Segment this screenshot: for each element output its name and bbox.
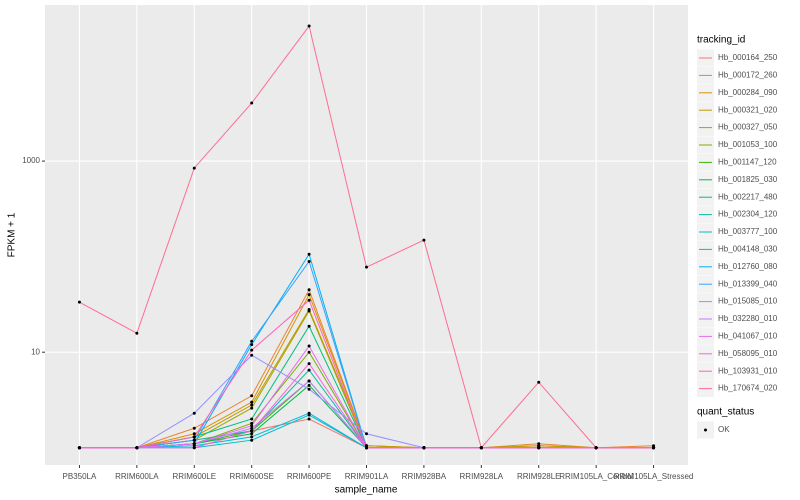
point bbox=[422, 238, 426, 242]
legend-label: Hb_003777_100 bbox=[718, 227, 778, 236]
point bbox=[250, 348, 254, 352]
point bbox=[250, 421, 254, 425]
point bbox=[307, 324, 311, 328]
point bbox=[250, 424, 254, 428]
point bbox=[537, 446, 541, 450]
legend-label: Hb_001053_100 bbox=[718, 140, 778, 149]
point bbox=[307, 411, 311, 415]
point bbox=[192, 432, 196, 436]
point bbox=[307, 24, 311, 28]
point bbox=[307, 309, 311, 313]
legend-label: Hb_032280_010 bbox=[718, 314, 778, 323]
point bbox=[192, 411, 196, 415]
point bbox=[250, 432, 254, 436]
legend-point bbox=[704, 428, 707, 432]
point bbox=[307, 344, 311, 348]
point bbox=[250, 438, 254, 442]
point bbox=[365, 265, 368, 269]
point bbox=[307, 350, 311, 354]
point bbox=[192, 435, 196, 439]
legend-label: OK bbox=[718, 425, 730, 434]
point bbox=[192, 166, 196, 170]
point bbox=[77, 446, 81, 450]
point bbox=[307, 298, 311, 302]
point bbox=[250, 400, 254, 404]
point bbox=[250, 435, 254, 439]
point bbox=[307, 387, 311, 391]
point bbox=[307, 293, 311, 297]
x-tick-label: RRIM600LE bbox=[172, 472, 216, 481]
x-tick-label: RRIM928BA bbox=[402, 472, 447, 481]
point bbox=[537, 380, 541, 384]
x-tick-label: RRIM105LA_Control bbox=[559, 472, 633, 481]
point bbox=[307, 368, 311, 372]
x-tick-label: RRIM600PE bbox=[287, 472, 331, 481]
legend-label: Hb_170674_020 bbox=[718, 384, 778, 393]
point bbox=[135, 446, 139, 450]
legend-label: Hb_015085_010 bbox=[718, 297, 778, 306]
point bbox=[250, 101, 254, 105]
point bbox=[250, 406, 254, 410]
point bbox=[250, 417, 254, 421]
point-legend-title: quant_status bbox=[697, 407, 754, 418]
y-tick-label: 10 bbox=[31, 347, 40, 356]
legend-label: Hb_058095_010 bbox=[718, 349, 778, 358]
point bbox=[307, 379, 311, 383]
legend-title: tracking_id bbox=[697, 35, 745, 46]
point bbox=[307, 288, 311, 292]
point bbox=[307, 252, 311, 256]
legend-label: Hb_000164_250 bbox=[718, 53, 778, 62]
point bbox=[652, 446, 656, 450]
point bbox=[307, 417, 311, 421]
point bbox=[192, 426, 196, 430]
legend-label: Hb_004148_030 bbox=[718, 245, 778, 254]
point bbox=[250, 353, 254, 357]
legend-label: Hb_001825_030 bbox=[718, 175, 778, 184]
x-tick-label: RRIM600SE bbox=[229, 472, 273, 481]
legend-label: Hb_000172_260 bbox=[718, 71, 778, 80]
y-tick-label: 1000 bbox=[22, 156, 40, 165]
point bbox=[192, 442, 196, 446]
legend-label: Hb_012760_080 bbox=[718, 262, 778, 271]
point bbox=[365, 446, 368, 450]
legend-label: Hb_002217_480 bbox=[718, 192, 778, 201]
point bbox=[135, 331, 139, 335]
legend-label: Hb_001147_120 bbox=[718, 158, 777, 167]
x-axis-title: sample_name bbox=[335, 485, 398, 496]
point bbox=[479, 446, 483, 450]
y-axis-title: FPKM + 1 bbox=[7, 212, 18, 257]
point bbox=[192, 438, 196, 442]
x-tick-label: RRIM600LA bbox=[115, 472, 159, 481]
legend-label: Hb_000327_050 bbox=[718, 123, 778, 132]
x-tick-label: RRIM928LE bbox=[517, 472, 561, 481]
point bbox=[192, 446, 196, 450]
legend-label: Hb_000284_090 bbox=[718, 88, 778, 97]
point bbox=[250, 426, 254, 430]
x-tick-label: PB350LA bbox=[63, 472, 97, 481]
point bbox=[422, 446, 426, 450]
point bbox=[365, 432, 368, 436]
point bbox=[307, 259, 311, 263]
legend-label: Hb_002304_120 bbox=[718, 210, 778, 219]
point bbox=[77, 300, 81, 304]
point bbox=[307, 383, 311, 387]
legend-label: Hb_000321_020 bbox=[718, 105, 778, 114]
point bbox=[250, 429, 254, 433]
point bbox=[250, 403, 254, 407]
point bbox=[307, 362, 311, 366]
point bbox=[250, 343, 254, 347]
point bbox=[250, 339, 254, 343]
legend-label: Hb_041067_010 bbox=[718, 332, 778, 341]
legend-label: Hb_103931_010 bbox=[718, 366, 778, 375]
legend-label: Hb_013399_040 bbox=[718, 279, 778, 288]
x-tick-label: RRIM928LA bbox=[460, 472, 504, 481]
point bbox=[594, 446, 598, 450]
x-tick-label: RRIM901LA bbox=[345, 472, 389, 481]
x-tick-label: RRIM105LA_Stressed bbox=[614, 472, 694, 481]
point bbox=[250, 394, 254, 398]
